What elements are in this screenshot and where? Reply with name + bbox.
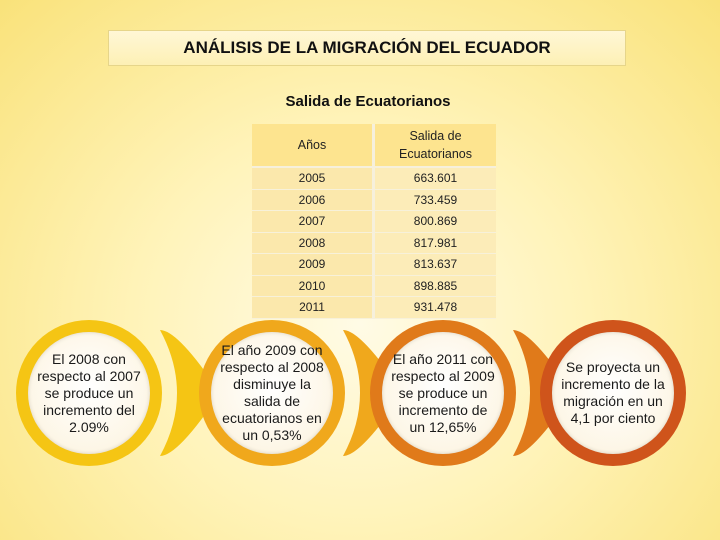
circle-text: Se proyecta un incremento de la migració… — [561, 359, 665, 426]
year-cell: 2007 — [252, 210, 374, 233]
table-row: 2011 931.478 — [252, 296, 496, 319]
circle-text: El 2008 con respecto al 2007 se produce … — [37, 350, 141, 435]
circle-projection: Se proyecta un incremento de la migració… — [540, 320, 686, 466]
value-cell: 931.478 — [372, 296, 496, 319]
arrow-connector-1 — [160, 330, 220, 456]
table-row: 2010 898.885 — [252, 275, 496, 297]
header-departures: Salida de Ecuatorianos — [372, 124, 496, 168]
value-cell: 817.981 — [372, 232, 496, 254]
year-cell: 2009 — [252, 253, 374, 276]
value-cell: 800.869 — [372, 210, 496, 233]
year-cell: 2008 — [252, 232, 374, 254]
header-years: Años — [252, 124, 374, 168]
year-cell: 2011 — [252, 296, 374, 319]
circle-text: El año 2011 con respecto al 2009 se prod… — [391, 350, 495, 435]
circle-2009: El año 2009 con respecto al 2008 disminu… — [199, 320, 345, 466]
table-row: 2006 733.459 — [252, 189, 496, 211]
circle-2011: El año 2011 con respecto al 2009 se prod… — [370, 320, 516, 466]
table-row: 2009 813.637 — [252, 253, 496, 276]
value-cell: 663.601 — [372, 167, 496, 190]
migration-table: Años Salida de Ecuatorianos 2005 663.601 … — [252, 124, 496, 319]
value-cell: 733.459 — [372, 189, 496, 211]
table-row: 2007 800.869 — [252, 210, 496, 233]
circle-text: El año 2009 con respecto al 2008 disminu… — [220, 342, 324, 443]
year-cell: 2010 — [252, 275, 374, 297]
table-header-row: Años Salida de Ecuatorianos — [252, 124, 496, 168]
year-cell: 2005 — [252, 167, 374, 190]
year-cell: 2006 — [252, 189, 374, 211]
table-row: 2008 817.981 — [252, 232, 496, 254]
slide-title: ANÁLISIS DE LA MIGRACIÓN DEL ECUADOR — [108, 30, 626, 66]
table-caption: Salida de Ecuatorianos — [285, 93, 451, 110]
table-row: 2005 663.601 — [252, 167, 496, 190]
value-cell: 898.885 — [372, 275, 496, 297]
slide-title-text: ANÁLISIS DE LA MIGRACIÓN DEL ECUADOR — [183, 38, 551, 57]
circle-2008: El 2008 con respecto al 2007 se produce … — [16, 320, 162, 466]
value-cell: 813.637 — [372, 253, 496, 276]
